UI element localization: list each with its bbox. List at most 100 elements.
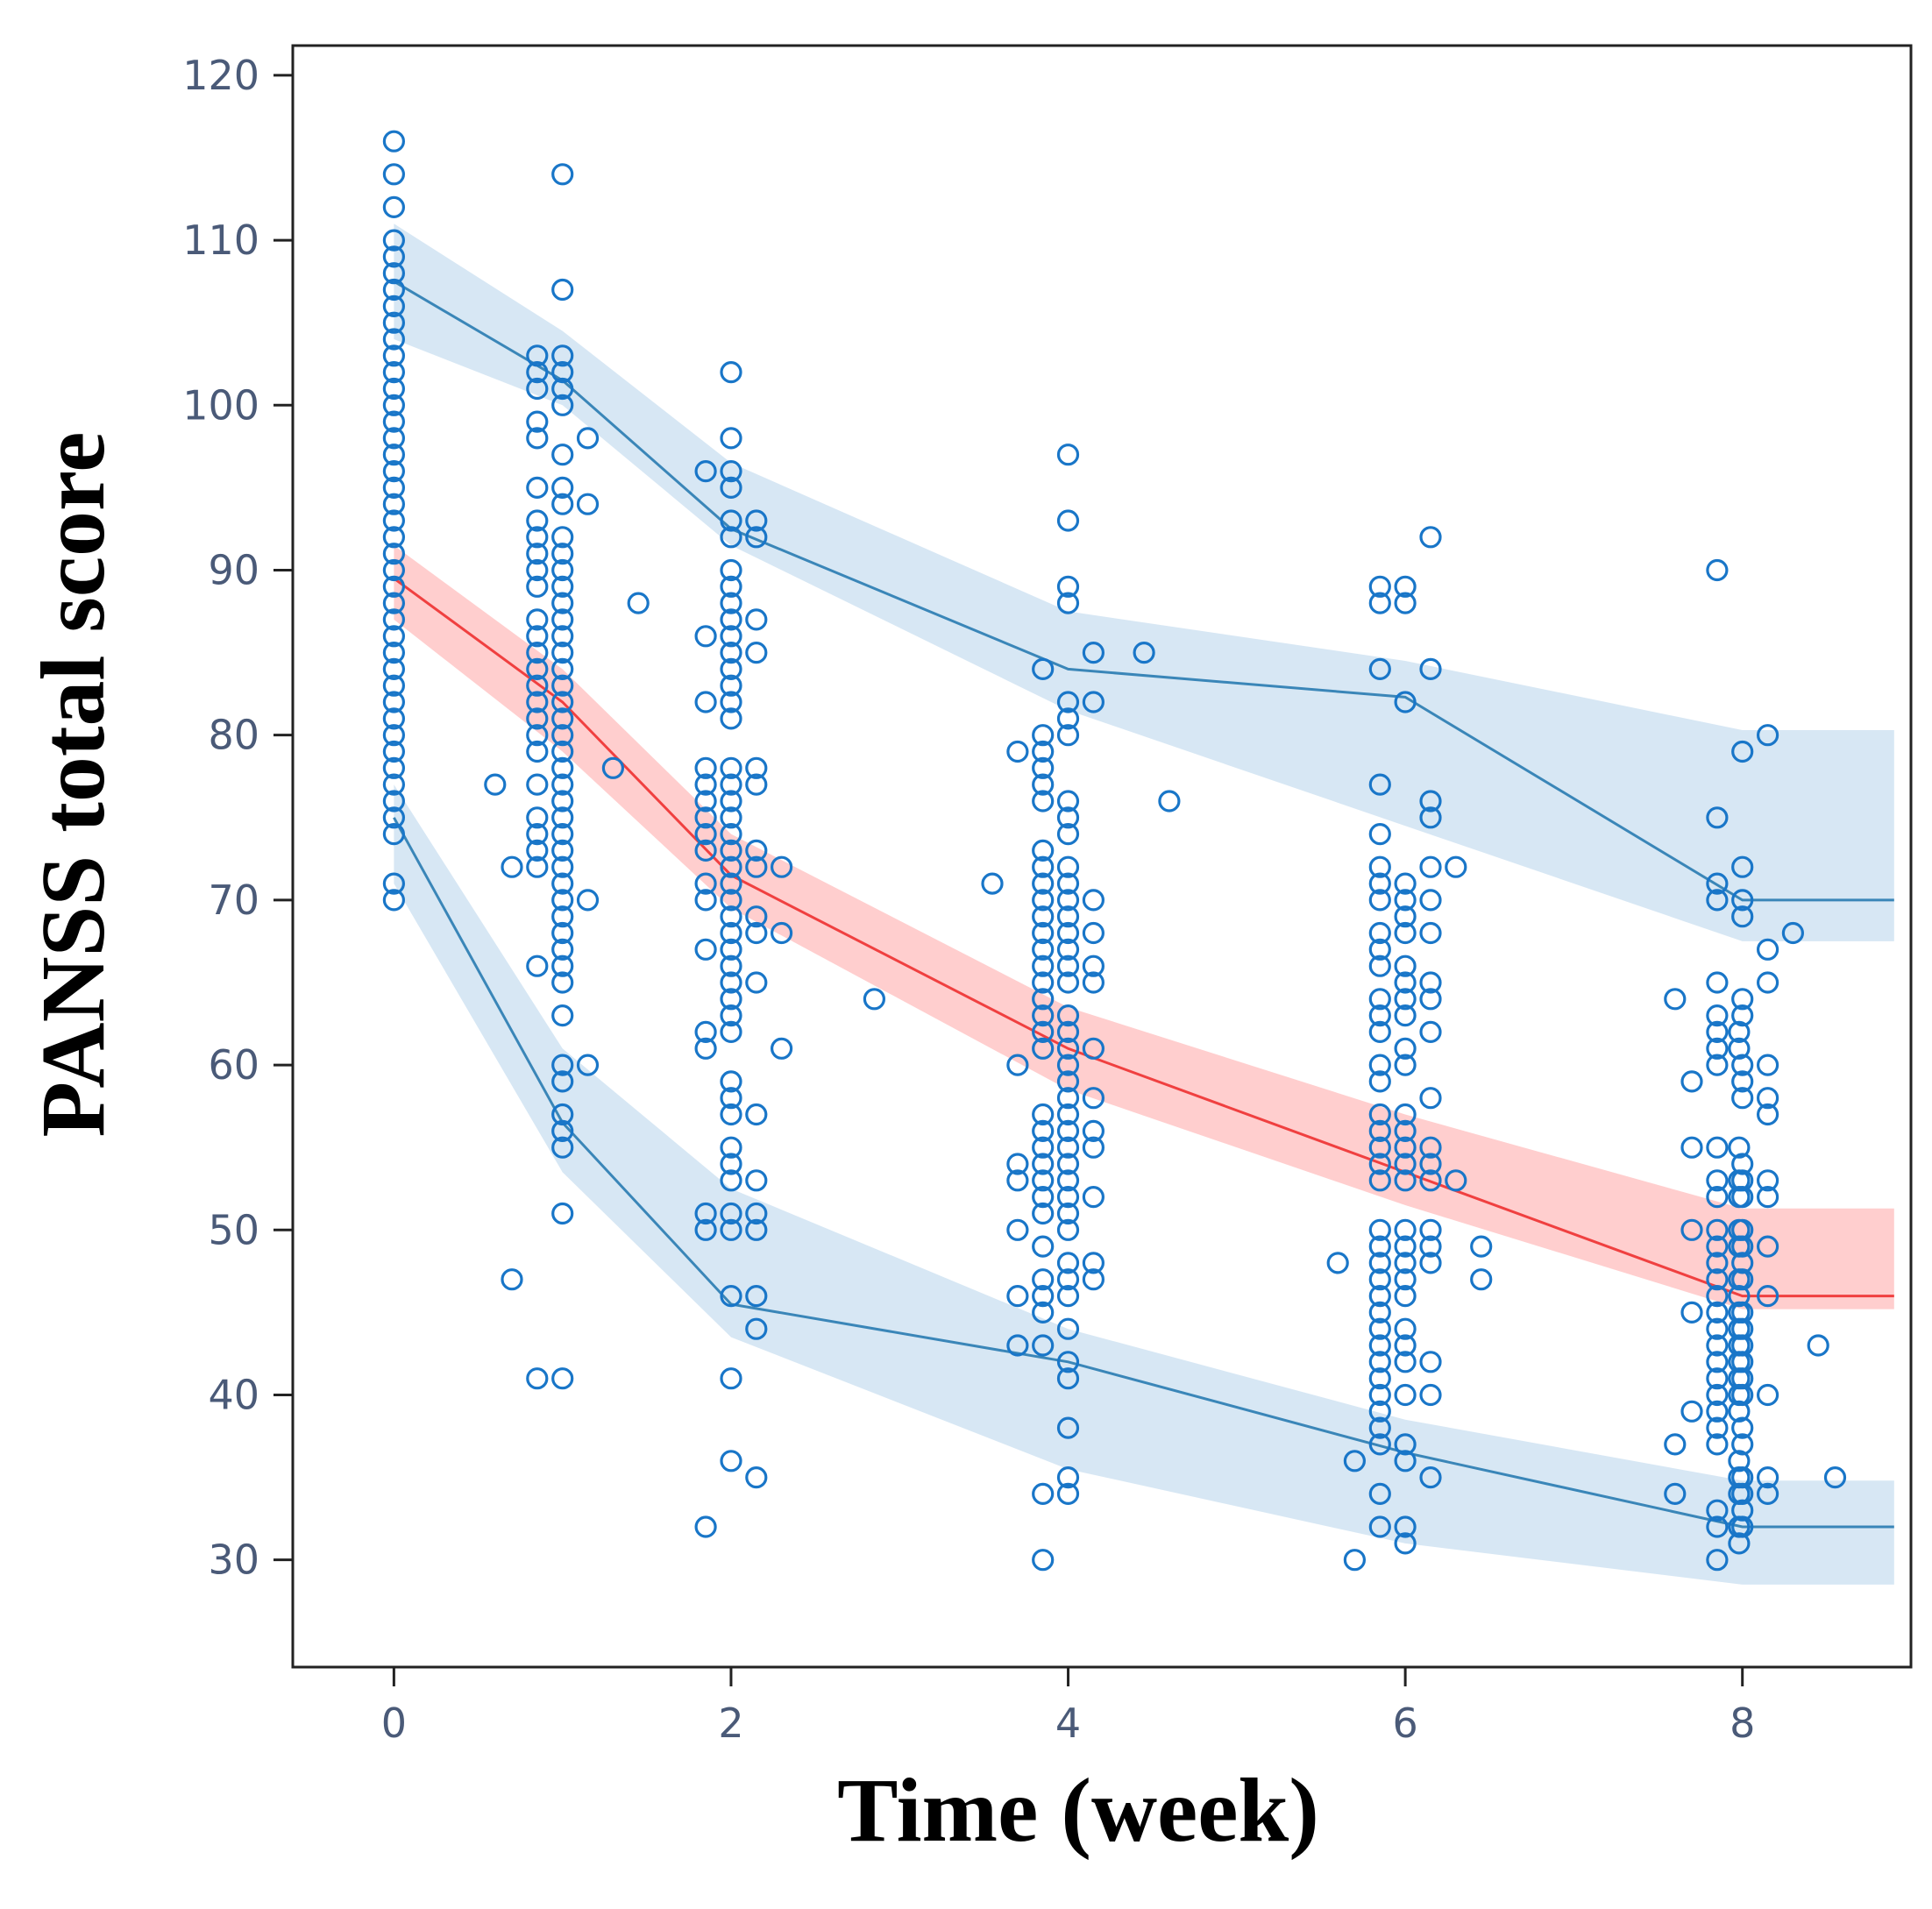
data-point	[1731, 1499, 1754, 1522]
data-point	[551, 773, 574, 796]
data-point	[551, 855, 574, 878]
data-point	[382, 657, 405, 681]
data-point	[1731, 855, 1754, 878]
data-point	[694, 1218, 717, 1241]
data-point	[745, 1317, 768, 1340]
data-point	[1394, 1136, 1417, 1159]
data-point	[382, 229, 405, 252]
data-point	[382, 459, 405, 483]
data-point	[1056, 1268, 1080, 1291]
data-point	[551, 476, 574, 500]
data-point	[1056, 1317, 1080, 1340]
data-point	[1706, 1317, 1729, 1340]
data-point	[1158, 790, 1181, 813]
data-point	[551, 674, 574, 697]
data-point	[720, 1169, 742, 1192]
data-point	[1445, 855, 1467, 878]
data-point	[1032, 1037, 1055, 1060]
data-point	[720, 1367, 742, 1390]
data-point	[745, 1169, 768, 1192]
data-point	[1032, 1169, 1055, 1192]
y-tick-label: 120	[182, 52, 259, 99]
data-point	[1394, 1383, 1417, 1407]
data-point	[627, 592, 650, 614]
data-point	[1728, 1400, 1751, 1423]
data-point	[382, 740, 405, 763]
data-point	[551, 921, 574, 945]
data-point	[1731, 1153, 1754, 1175]
prediction-band-0	[394, 224, 1894, 941]
y-axis-title: PANSS total score	[23, 432, 124, 1138]
data-point	[382, 444, 405, 466]
data-point	[1706, 1218, 1729, 1241]
data-point	[526, 657, 549, 681]
data-point	[382, 543, 405, 565]
data-point	[382, 509, 405, 532]
data-point	[1756, 1284, 1779, 1308]
data-point	[1756, 1185, 1779, 1209]
data-point	[1394, 889, 1417, 912]
data-point	[1731, 1301, 1754, 1324]
data-point	[576, 889, 600, 912]
data-point	[1394, 1284, 1417, 1308]
data-point	[1394, 1004, 1417, 1027]
data-point	[694, 1515, 717, 1538]
data-point	[1706, 1301, 1729, 1324]
data-point	[1731, 1383, 1754, 1407]
data-point	[1056, 724, 1080, 747]
data-point	[1056, 872, 1080, 895]
data-point	[1394, 872, 1417, 895]
data-point	[1706, 1433, 1729, 1456]
data-point	[1394, 1169, 1417, 1192]
data-point	[382, 328, 405, 351]
data-point	[1731, 1004, 1754, 1027]
data-point	[1032, 1004, 1055, 1027]
data-point	[1056, 889, 1080, 912]
data-point	[1082, 1037, 1105, 1060]
data-point	[1056, 905, 1080, 928]
data-point	[1056, 509, 1080, 532]
y-tick-label: 80	[208, 712, 259, 759]
data-point	[382, 756, 405, 779]
x-tick-label: 8	[1730, 1700, 1755, 1747]
data-point	[526, 427, 549, 450]
data-point	[1368, 1070, 1391, 1093]
data-point	[1056, 444, 1080, 466]
data-point	[1807, 1334, 1829, 1357]
data-point	[382, 790, 405, 813]
data-point	[551, 493, 574, 515]
data-point	[694, 691, 717, 713]
data-point	[720, 921, 742, 945]
data-point	[551, 558, 574, 582]
data-point	[1032, 839, 1055, 862]
data-point	[1731, 988, 1754, 1011]
data-point	[1368, 1169, 1391, 1192]
data-point	[1394, 1515, 1417, 1538]
data-point	[1032, 1119, 1055, 1143]
data-point	[551, 740, 574, 763]
data-point	[382, 707, 405, 730]
data-point	[551, 526, 574, 549]
data-point	[576, 427, 600, 450]
data-point	[1728, 1532, 1751, 1555]
data-point	[382, 822, 405, 846]
data-point	[1032, 1202, 1055, 1225]
data-point	[1006, 1169, 1029, 1192]
data-point	[1419, 526, 1442, 549]
data-point	[1056, 806, 1080, 829]
data-point	[526, 558, 549, 582]
x-tick-label: 0	[381, 1700, 407, 1747]
data-point	[720, 1004, 742, 1027]
data-point	[1032, 938, 1055, 961]
data-point	[1056, 1218, 1080, 1241]
data-point	[1082, 1136, 1105, 1159]
data-point	[1445, 1169, 1467, 1192]
data-point	[382, 625, 405, 648]
data-point	[1082, 1268, 1105, 1291]
data-point	[551, 1103, 574, 1126]
data-point	[1706, 1268, 1729, 1291]
data-point	[745, 855, 768, 878]
data-point	[1056, 1054, 1080, 1076]
data-point	[720, 790, 742, 813]
data-point	[1731, 1367, 1754, 1390]
